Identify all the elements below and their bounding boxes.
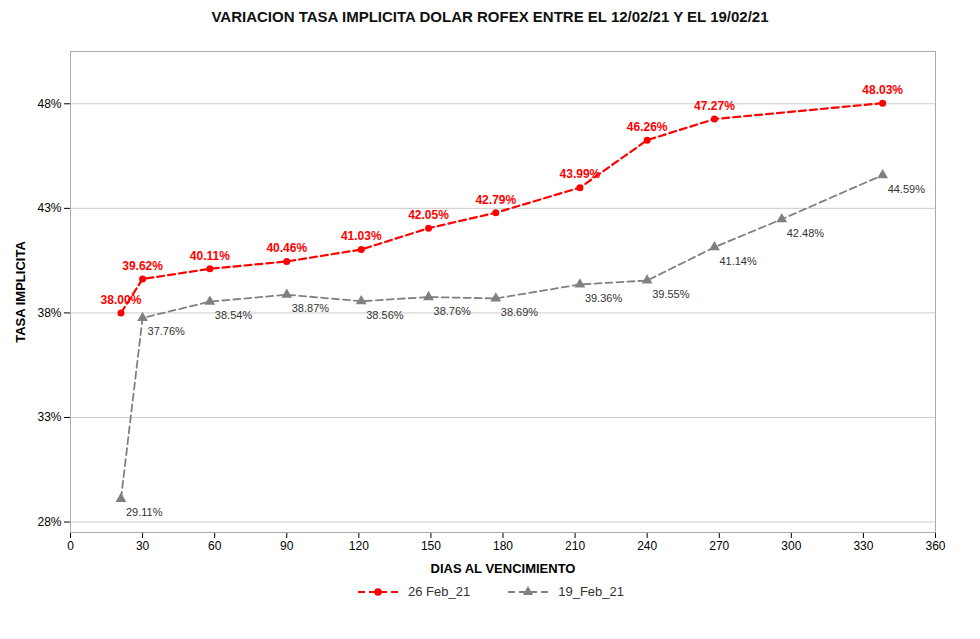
svg-text:42.79%: 42.79% xyxy=(475,193,516,207)
svg-text:240: 240 xyxy=(637,539,657,553)
svg-text:0: 0 xyxy=(67,539,74,553)
svg-text:43.99%: 43.99% xyxy=(560,167,601,181)
svg-text:270: 270 xyxy=(709,539,729,553)
svg-text:42.05%: 42.05% xyxy=(408,208,449,222)
svg-text:44.59%: 44.59% xyxy=(888,183,926,195)
svg-text:28%: 28% xyxy=(37,515,61,529)
svg-text:39.62%: 39.62% xyxy=(122,259,163,273)
svg-text:29.11%: 29.11% xyxy=(126,506,163,518)
svg-text:46.26%: 46.26% xyxy=(627,120,668,134)
svg-text:37.76%: 37.76% xyxy=(148,325,186,337)
svg-text:48%: 48% xyxy=(37,97,61,111)
svg-text:41.14%: 41.14% xyxy=(719,255,757,267)
svg-text:120: 120 xyxy=(349,539,369,553)
svg-text:43%: 43% xyxy=(37,201,61,215)
svg-text:38.56%: 38.56% xyxy=(366,309,404,321)
svg-text:150: 150 xyxy=(421,539,441,553)
svg-text:47.27%: 47.27% xyxy=(694,99,735,113)
svg-text:360: 360 xyxy=(925,539,945,553)
svg-text:330: 330 xyxy=(853,539,873,553)
html-text:19_Feb_21: 19_Feb_21 xyxy=(558,584,624,599)
svg-text:180: 180 xyxy=(493,539,513,553)
svg-text:DIAS AL VENCIMIENTO: DIAS AL VENCIMIENTO xyxy=(431,561,576,576)
svg-text:38.69%: 38.69% xyxy=(501,306,539,318)
svg-text:38.54%: 38.54% xyxy=(215,309,253,321)
svg-text:40.46%: 40.46% xyxy=(266,241,307,255)
svg-text:60: 60 xyxy=(208,539,222,553)
html-text:26 Feb_21: 26 Feb_21 xyxy=(408,584,471,599)
svg-text:39.36%: 39.36% xyxy=(585,292,623,304)
svg-text:40.11%: 40.11% xyxy=(190,249,230,263)
svg-text:38.87%: 38.87% xyxy=(292,302,330,314)
svg-text:TASA IMPLICITA: TASA IMPLICITA xyxy=(13,241,28,343)
svg-text:33%: 33% xyxy=(37,410,61,424)
svg-text:90: 90 xyxy=(280,539,294,553)
svg-text:42.48%: 42.48% xyxy=(787,227,825,239)
svg-text:38.00%: 38.00% xyxy=(101,293,142,307)
svg-text:210: 210 xyxy=(565,539,585,553)
svg-text:39.55%: 39.55% xyxy=(652,288,690,300)
svg-text:30: 30 xyxy=(136,539,150,553)
svg-text:48.03%: 48.03% xyxy=(862,83,903,97)
svg-text:41.03%: 41.03% xyxy=(341,229,382,243)
svg-text:38.76%: 38.76% xyxy=(434,305,472,317)
svg-text:300: 300 xyxy=(781,539,801,553)
svg-text:38%: 38% xyxy=(37,306,61,320)
html-text:VARIACION TASA IMPLICITA DOLAR: VARIACION TASA IMPLICITA DOLAR ROFEX ENT… xyxy=(211,8,769,25)
